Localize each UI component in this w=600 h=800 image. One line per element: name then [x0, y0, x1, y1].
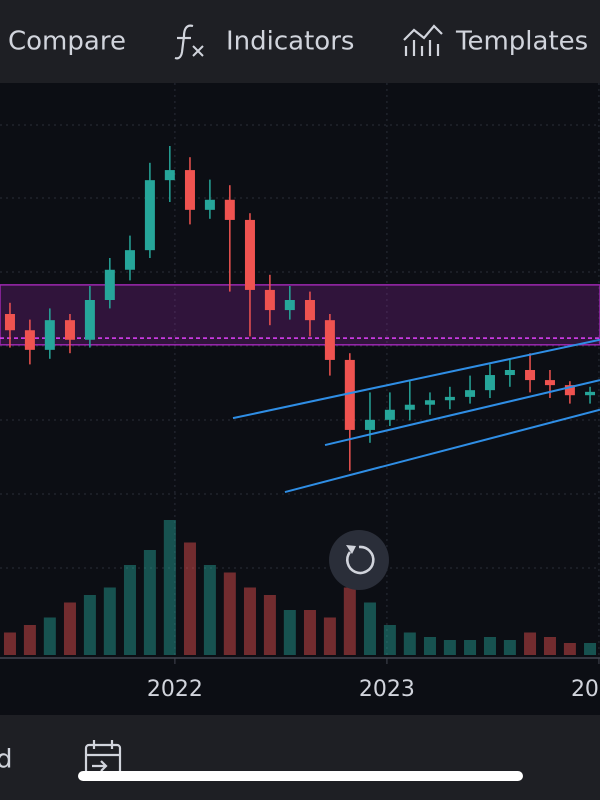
candle-body — [544, 380, 555, 386]
candle-body — [24, 330, 35, 350]
volume-bar — [563, 643, 576, 655]
compare-button[interactable]: Compare — [8, 27, 126, 57]
bottom-label[interactable]: d — [0, 745, 13, 775]
candle-body — [504, 370, 515, 376]
candle-body — [585, 391, 596, 396]
volume-bar — [43, 617, 56, 655]
volume-bar — [183, 542, 196, 655]
candle-body — [384, 409, 395, 420]
trend-line — [232, 338, 600, 420]
candle-body — [424, 400, 435, 405]
candle-body — [124, 250, 135, 270]
candle-body — [404, 404, 415, 410]
volume-bar — [464, 640, 477, 655]
candle-body — [284, 300, 295, 311]
volume-bar — [263, 595, 276, 655]
volume-bar — [343, 587, 356, 655]
candle-body — [144, 180, 155, 251]
templates-button[interactable]: Templates — [455, 27, 588, 57]
volume-bar — [403, 632, 416, 655]
candle-body — [44, 320, 55, 350]
volume-bar — [543, 637, 556, 655]
home-indicator — [78, 771, 523, 781]
candle-body — [525, 370, 536, 381]
candle-body — [64, 320, 75, 340]
candle-body — [204, 199, 215, 210]
volume-bar — [103, 587, 116, 655]
toolbar — [0, 0, 600, 83]
h-grid — [0, 124, 600, 569]
candle-body — [84, 300, 95, 340]
trend-line — [324, 379, 600, 447]
bottom-bar — [0, 715, 600, 800]
volume-bar — [524, 632, 537, 655]
candle-body — [304, 300, 315, 321]
x-tick-label: 2023 — [359, 677, 415, 702]
volume-bar — [83, 595, 96, 655]
volume-bar — [503, 640, 516, 655]
candle-body — [184, 170, 195, 210]
candle-body — [465, 390, 476, 397]
candle-body — [104, 269, 115, 300]
zone — [0, 284, 600, 346]
indicators-button[interactable]: Indicators — [226, 27, 354, 57]
volume-bar — [243, 587, 256, 655]
volume-bar — [143, 550, 156, 655]
volume-bar — [383, 625, 396, 655]
candle-body — [224, 199, 235, 220]
plot — [0, 83, 600, 655]
candle-body — [164, 170, 175, 181]
chart-background — [0, 83, 600, 715]
volume-bar — [63, 602, 76, 655]
x-axis-labels: 2022 2023 2024 — [147, 658, 600, 702]
volume-bar — [303, 610, 316, 655]
volume-bar — [443, 640, 456, 655]
reset-button[interactable] — [329, 530, 389, 590]
candle-body — [484, 375, 495, 391]
candle-body — [324, 320, 335, 360]
candle-body — [244, 219, 255, 290]
volume-bar — [223, 572, 236, 655]
volume-bar — [483, 637, 496, 655]
volume-bar — [283, 610, 296, 655]
candle-body — [564, 385, 575, 396]
x-tick-label: 2022 — [147, 677, 203, 702]
candle-body — [444, 396, 455, 401]
volume-bar — [123, 565, 136, 655]
volume-bar — [203, 565, 216, 655]
candle-body — [364, 419, 375, 430]
volume-bar — [3, 632, 16, 655]
templates-icon[interactable] — [403, 24, 443, 56]
indicators-icon[interactable] — [174, 24, 204, 60]
candle-body — [344, 359, 355, 430]
volume-bar — [423, 637, 436, 655]
volume-bar — [323, 617, 336, 655]
volume-bar — [584, 643, 597, 655]
volume-bar — [363, 602, 376, 655]
volume-bar — [163, 520, 176, 655]
candle-body — [4, 314, 15, 331]
candle-body — [264, 289, 275, 311]
volume-bar — [23, 625, 36, 655]
x-tick-label: 2024 — [571, 677, 600, 702]
trend-line — [284, 408, 600, 494]
